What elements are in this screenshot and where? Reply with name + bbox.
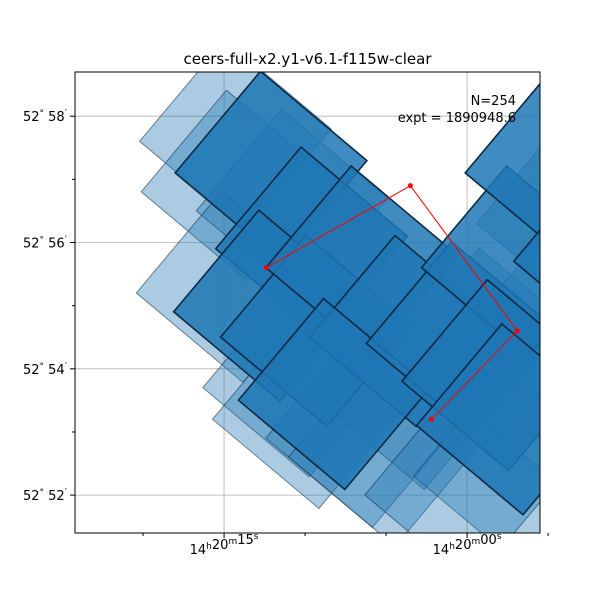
footprint-faint-12 [540,198,600,389]
annotation-count: N=254 [471,94,516,109]
y-tick-label-1: 52° 54′ [23,361,68,378]
path-point-0 [264,265,269,270]
chart-title: ceers-full-x2.y1-v6.1-f115w-clear [184,50,433,68]
y-tick-label-3: 52° 58′ [23,108,68,125]
y-tick-label-2: 52° 56′ [23,235,68,252]
y-tick-label-0: 52° 52′ [23,487,68,504]
path-point-3 [429,417,434,422]
annotation-exposure: expt = 1890948.6 [398,111,516,126]
path-point-1 [408,183,413,188]
path-point-2 [515,328,520,333]
footprint-layer [136,40,600,585]
